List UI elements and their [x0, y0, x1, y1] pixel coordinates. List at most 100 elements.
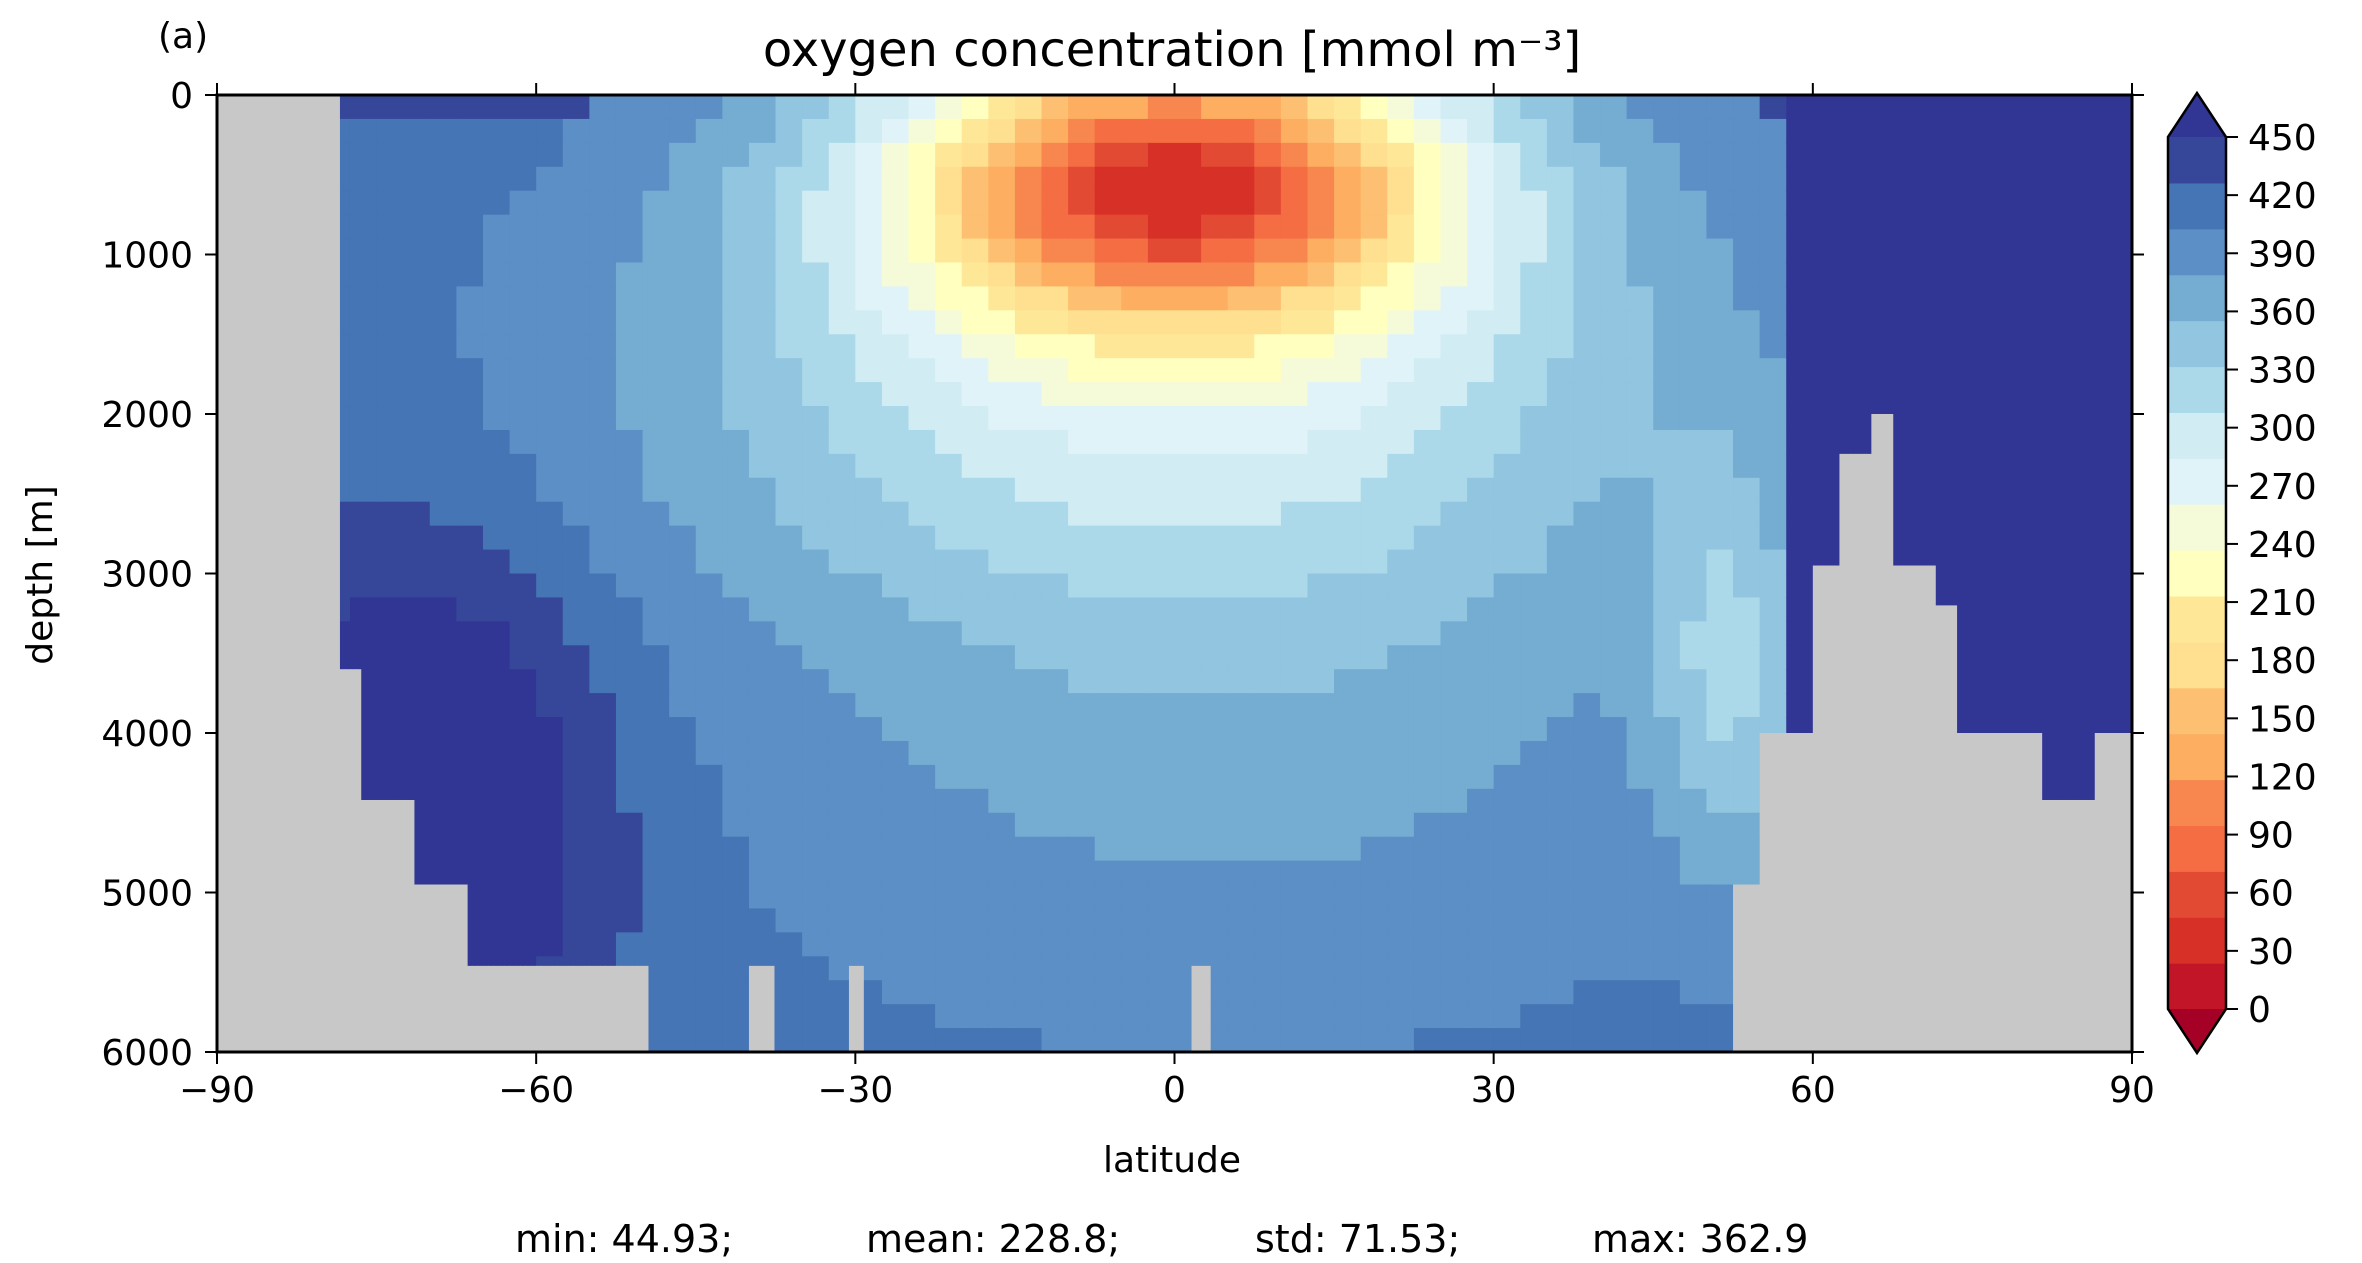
heatmap-cell — [1653, 262, 1681, 287]
heatmap-cell — [429, 645, 457, 670]
heatmap-cell — [1546, 358, 1575, 383]
heatmap-cell — [722, 118, 750, 144]
heatmap-cell — [1254, 1004, 1282, 1029]
heatmap-cell — [935, 118, 963, 144]
heatmap-cell — [1573, 238, 1601, 264]
heatmap-cell — [509, 501, 537, 527]
heatmap-cell — [2078, 166, 2107, 192]
heatmap-cell — [1334, 669, 1362, 694]
heatmap-cell — [881, 142, 910, 168]
heatmap-cell — [1068, 621, 1096, 646]
heatmap-cell — [1786, 406, 1814, 431]
heatmap-cell — [2025, 406, 2053, 431]
heatmap-cell — [855, 262, 883, 287]
heatmap-cell — [1014, 262, 1043, 287]
heatmap-cell — [1254, 717, 1282, 742]
heatmap-cell — [908, 334, 936, 359]
heatmap-cell — [748, 358, 777, 383]
heatmap-cell — [1014, 429, 1043, 455]
heatmap-cell — [722, 358, 750, 383]
heatmap-cell — [1493, 238, 1521, 264]
heatmap-cell — [1068, 525, 1096, 551]
heatmap-cell — [1360, 382, 1388, 407]
heatmap-cell — [642, 597, 670, 622]
heatmap-cell — [1334, 406, 1362, 431]
heatmap-cell — [1387, 238, 1415, 264]
heatmap-cell — [509, 477, 537, 503]
heatmap-cell — [1600, 310, 1628, 335]
heatmap-cell — [1706, 429, 1734, 455]
heatmap-cell — [1626, 334, 1654, 359]
heatmap-cell — [589, 262, 617, 287]
heatmap-cell — [1068, 501, 1096, 527]
colorbar-extend-min — [2168, 1009, 2226, 1053]
heatmap-cell — [935, 956, 963, 981]
heatmap-cell — [1679, 549, 1708, 575]
heatmap-cell — [855, 453, 883, 479]
heatmap-cell — [1041, 501, 1069, 527]
heatmap-cell — [376, 693, 404, 718]
heatmap-cell — [456, 645, 484, 670]
heatmap-cell — [1653, 597, 1681, 622]
heatmap-cell — [1626, 95, 1654, 120]
heatmap-cell — [1999, 549, 2027, 575]
heatmap-cell — [695, 95, 723, 120]
heatmap-cell — [1227, 453, 1255, 479]
colorbar-tick-label: 180 — [2248, 641, 2317, 682]
heatmap-cell — [1759, 310, 1787, 335]
heatmap-cell — [1573, 860, 1601, 886]
heatmap-cell — [1600, 621, 1628, 646]
heatmap-cell — [1945, 573, 1974, 599]
land-column — [562, 965, 569, 1052]
heatmap-cell — [802, 836, 830, 862]
heatmap-cell — [1413, 573, 1442, 599]
heatmap-cell — [1334, 310, 1362, 335]
heatmap-cell — [1786, 645, 1814, 670]
heatmap-cell — [536, 884, 564, 910]
heatmap-cell — [1600, 956, 1628, 981]
heatmap-cell — [802, 1004, 830, 1029]
heatmap-cell — [722, 142, 750, 168]
heatmap-cell — [1094, 908, 1122, 933]
heatmap-cell — [695, 645, 723, 670]
heatmap-cell — [1334, 693, 1362, 718]
colorbar-segment — [2168, 595, 2226, 643]
heatmap-cell — [429, 860, 457, 886]
heatmap-cell — [536, 669, 564, 694]
heatmap-cell — [2078, 645, 2107, 670]
heatmap-cell — [881, 453, 910, 479]
heatmap-cell — [855, 382, 883, 407]
heatmap-cell — [1945, 358, 1974, 383]
heatmap-cell — [1706, 501, 1734, 527]
land-column — [1834, 565, 1841, 1052]
heatmap-cell — [1706, 836, 1734, 862]
heatmap-cell — [961, 501, 989, 527]
heatmap-cell — [1360, 860, 1388, 886]
heatmap-cell — [935, 836, 963, 862]
heatmap-cell — [1972, 597, 2000, 622]
heatmap-cell — [1413, 836, 1442, 862]
heatmap-cell — [536, 573, 564, 599]
heatmap-cell — [1387, 812, 1415, 838]
plot-area — [215, 93, 2134, 1054]
heatmap-cell — [1201, 406, 1229, 431]
land-column — [493, 965, 500, 1052]
heatmap-cell — [482, 453, 511, 479]
land-column — [536, 965, 543, 1052]
heatmap-cell — [2052, 549, 2080, 575]
heatmap-cell — [1786, 190, 1814, 216]
heatmap-cell — [429, 453, 457, 479]
heatmap-cell — [1786, 597, 1814, 622]
heatmap-cell — [2025, 429, 2053, 455]
heatmap-cell — [828, 788, 856, 814]
heatmap-cell — [1254, 142, 1282, 168]
heatmap-cell — [669, 645, 697, 670]
land-column — [328, 95, 335, 1052]
heatmap-cell — [1334, 95, 1362, 120]
heatmap-cell — [1786, 549, 1814, 575]
heatmap-cell — [1307, 1004, 1335, 1029]
heatmap-cell — [509, 406, 537, 431]
heatmap-cell — [1413, 334, 1442, 359]
heatmap-cell — [642, 740, 670, 766]
heatmap-cell — [2078, 621, 2107, 646]
